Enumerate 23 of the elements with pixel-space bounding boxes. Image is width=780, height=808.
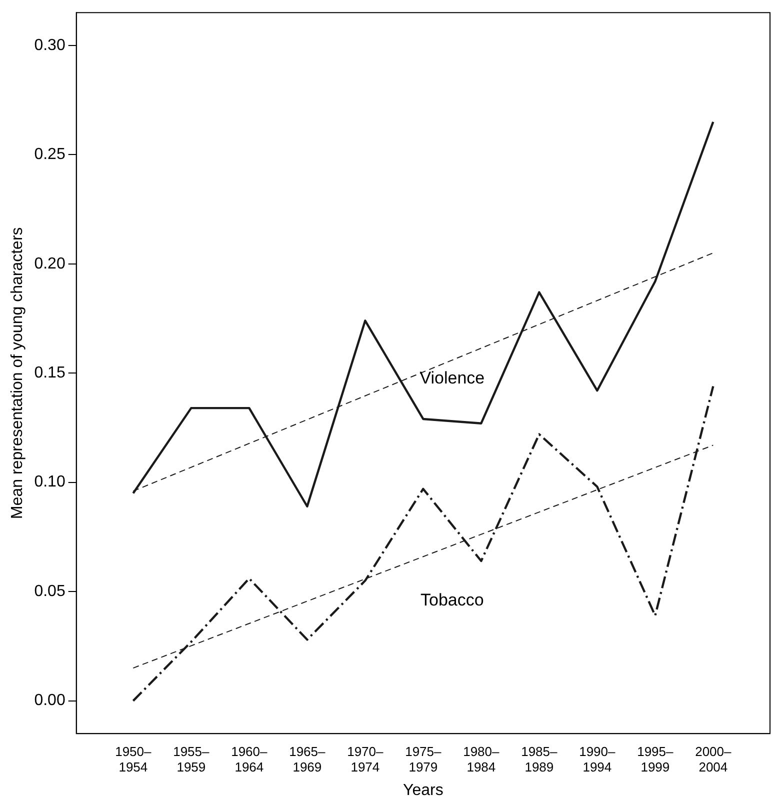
x-tick-label: 1960–1964	[231, 744, 268, 775]
x-tick-label: 1975–1979	[405, 744, 442, 775]
y-tick-label: 0.15	[34, 364, 66, 382]
y-tick-label: 0.20	[34, 255, 66, 272]
series-label: Tobacco	[420, 590, 484, 610]
y-tick-label: 0.10	[34, 474, 66, 491]
x-tick-label: 1970–1974	[347, 744, 384, 775]
series-label: Violence	[420, 368, 485, 388]
y-tick-label: 0.00	[34, 692, 66, 710]
x-tick-label: 1995–1999	[637, 744, 674, 775]
x-tick-label: 1965–1969	[289, 744, 326, 775]
y-tick-label: 0.05	[34, 582, 66, 600]
line-series	[132, 385, 714, 702]
y-axis-title: Mean representation of young characters	[9, 227, 26, 519]
x-tick-label: 2000–2004	[695, 744, 732, 775]
x-axis-title: Years	[403, 782, 444, 799]
x-tick-label: 1955–1959	[173, 744, 210, 775]
x-tick-label: 1950–1954	[115, 744, 152, 775]
y-tick-label: 0.25	[34, 146, 66, 164]
x-tick-label: 1990–1994	[579, 744, 616, 775]
y-tick-label: 0.30	[34, 36, 66, 54]
x-tick-label: 1985–1989	[521, 744, 558, 775]
x-tick-label: 1980–1984	[463, 744, 500, 775]
